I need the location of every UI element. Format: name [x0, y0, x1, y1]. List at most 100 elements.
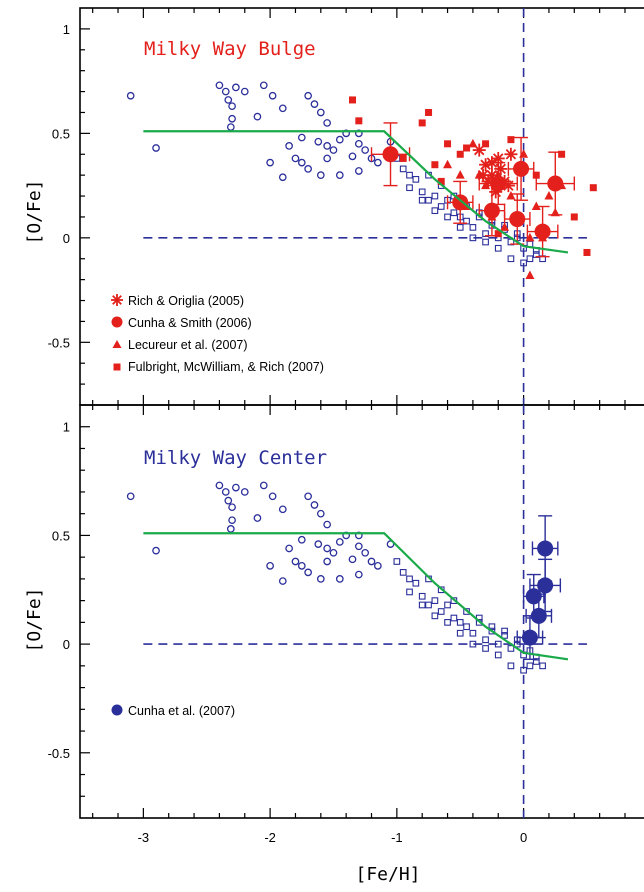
data-point [521, 629, 538, 646]
data-point [443, 159, 453, 169]
data-point [501, 632, 508, 639]
data-point [221, 87, 230, 96]
legend-label-rich-origlia: Rich & Origlia (2005) [128, 294, 244, 308]
legend-filled-circle-icon [111, 316, 123, 328]
series-filled-circle [370, 122, 575, 258]
data-point [348, 152, 357, 161]
bulge-legend: Rich & Origlia (2005) Cunha & Smith (200… [111, 294, 324, 374]
data-point [482, 140, 490, 148]
y-tick-label: 0 [63, 637, 70, 652]
x-tick-label: -3 [138, 830, 150, 845]
data-point [354, 542, 363, 551]
data-point [504, 147, 518, 161]
data-point [468, 138, 478, 148]
data-point [583, 248, 591, 256]
data-point [474, 170, 484, 179]
series-open-square [393, 558, 546, 674]
data-point [456, 150, 464, 158]
data-point [425, 196, 432, 204]
data-point [488, 627, 496, 635]
data-point [253, 514, 262, 522]
data-point [509, 211, 526, 228]
data-point [304, 568, 312, 577]
data-point [335, 135, 344, 144]
legend-filled-circle-blue-icon [111, 704, 123, 716]
data-point [406, 184, 413, 192]
data-point [323, 557, 331, 566]
bulge-panel: 1 0.5 0 -0.5 [48, 7, 644, 406]
data-point [278, 577, 287, 585]
data-point [482, 645, 489, 652]
data-point [558, 150, 566, 158]
data-point [291, 557, 300, 566]
data-point [557, 180, 567, 190]
data-point [316, 108, 325, 117]
series-open-circle [126, 81, 395, 182]
data-point [506, 191, 516, 200]
data-point [532, 251, 540, 258]
data-point [228, 114, 236, 123]
data-point [316, 575, 325, 583]
data-point [285, 544, 293, 553]
data-point [354, 570, 363, 579]
data-point [355, 117, 363, 125]
data-point [278, 505, 287, 514]
data-point [285, 142, 293, 150]
data-point [399, 569, 407, 576]
data-point [507, 662, 515, 670]
data-point [226, 525, 235, 533]
data-point [437, 203, 445, 210]
data-point [297, 562, 306, 570]
data-point [469, 224, 477, 231]
x-axis-title: [Fe/H] [355, 864, 420, 885]
data-point [482, 230, 489, 238]
center-panel-title: Milky Way Center [144, 447, 327, 469]
data-point [291, 154, 300, 163]
data-point [418, 188, 426, 196]
series-open-circle [126, 481, 395, 585]
data-point [314, 137, 323, 146]
data-point [335, 575, 344, 583]
data-point [444, 601, 451, 609]
data-point [361, 548, 370, 557]
bulge-panel-title: Milky Way Bulge [144, 38, 316, 60]
y-tick-label: 0.5 [52, 528, 70, 543]
asterisk-glyph [111, 294, 123, 306]
data-point [482, 636, 489, 644]
plot-frame [79, 404, 644, 819]
data-point [481, 180, 491, 190]
data-point [268, 492, 277, 501]
data-point [215, 481, 224, 490]
series-filled-triangle [443, 138, 567, 279]
data-point [152, 546, 160, 555]
data-point [240, 488, 249, 496]
data-point [456, 619, 464, 626]
data-point [126, 492, 135, 501]
x-tick-label: 0 [520, 830, 527, 845]
data-point [520, 259, 527, 267]
data-point [418, 601, 426, 609]
data-point [425, 601, 432, 609]
data-point [228, 102, 236, 111]
data-point [431, 597, 439, 604]
data-point [463, 217, 470, 225]
data-point [526, 255, 534, 263]
data-point [354, 167, 363, 175]
legend-filled-square-icon [113, 363, 121, 371]
data-point [278, 173, 287, 182]
data-point [526, 662, 534, 670]
data-point [354, 129, 363, 138]
data-point [425, 108, 433, 116]
data-point [525, 232, 535, 242]
data-point [152, 144, 160, 152]
legend-label-lecureur: Lecureur et al. (2007) [128, 338, 248, 352]
data-point [507, 238, 515, 246]
data-point [531, 201, 541, 210]
data-point [431, 192, 439, 200]
legend-label-cunha-smith: Cunha & Smith (2006) [128, 316, 252, 330]
data-point [519, 149, 529, 158]
data-point [493, 170, 503, 179]
data-point [361, 146, 370, 154]
data-point [323, 520, 331, 529]
data-point [513, 160, 530, 177]
